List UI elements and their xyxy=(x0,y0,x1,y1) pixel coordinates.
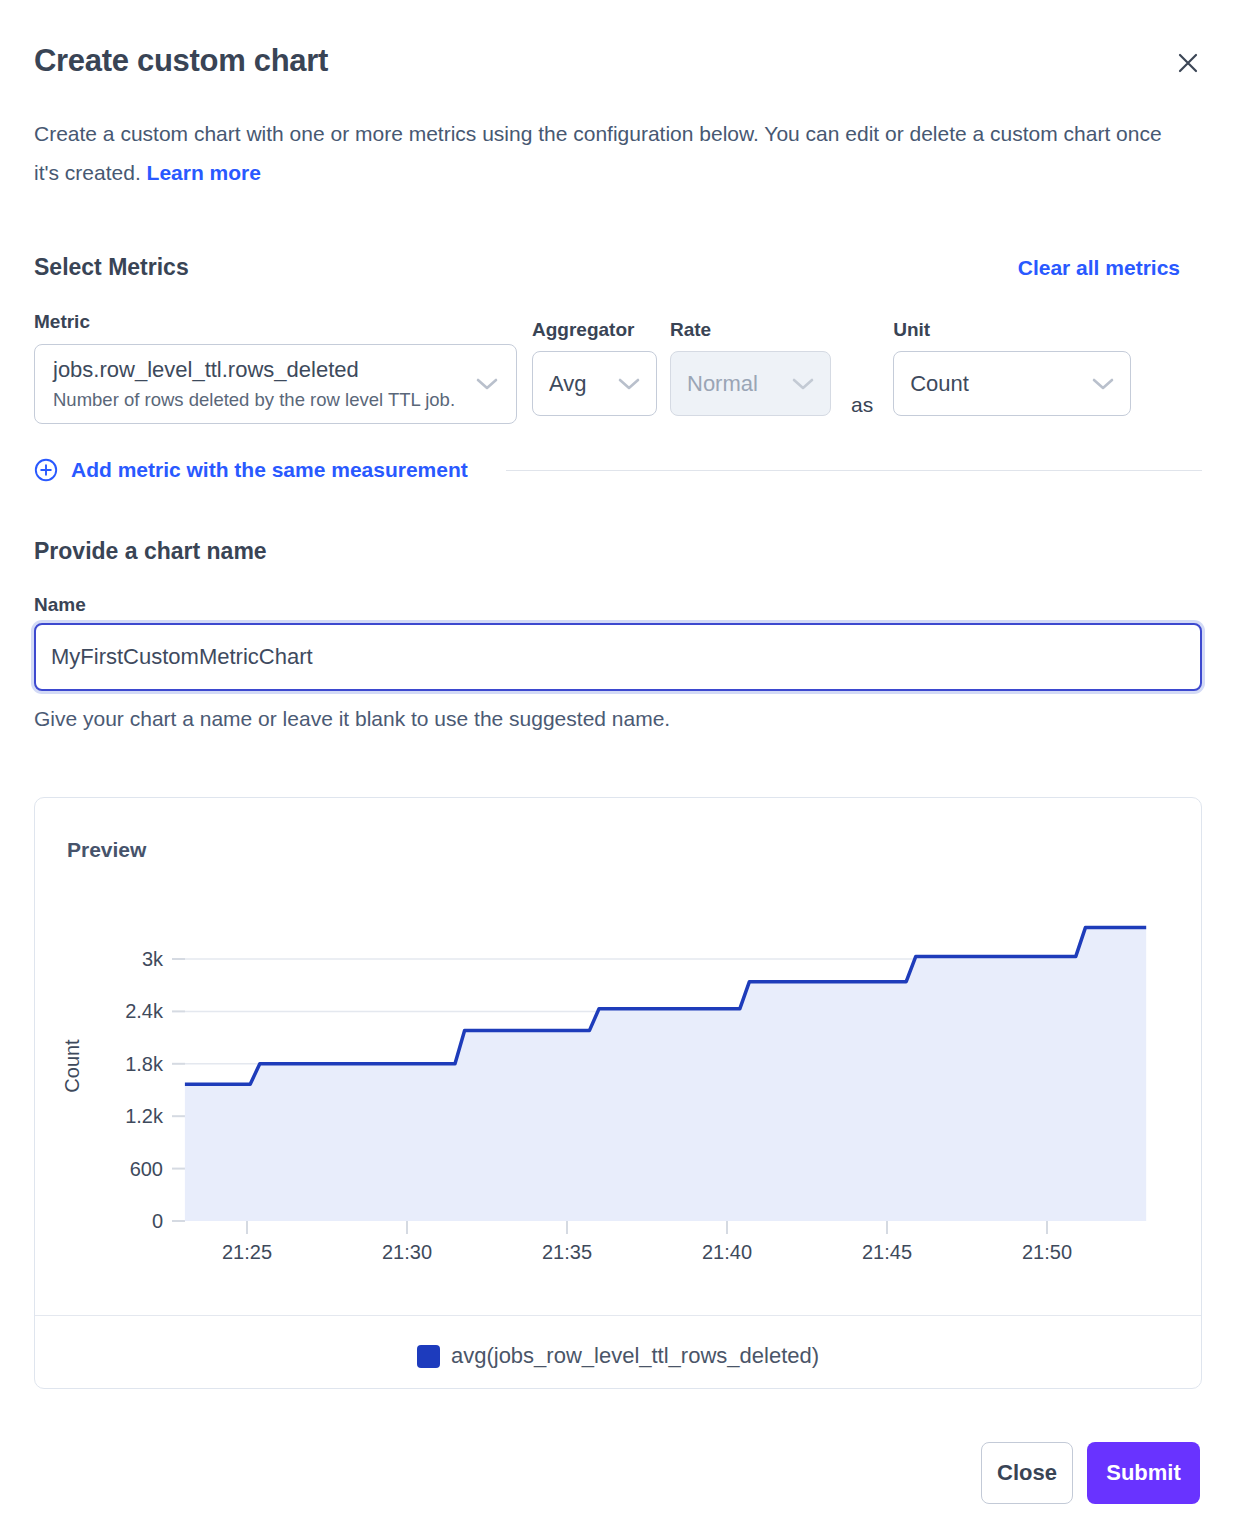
legend-label: avg(jobs_row_level_ttl_rows_deleted) xyxy=(451,1343,819,1369)
preview-chart: 0 600 1.2k 1.8k 2.4k 3k 21:25 21:30 21:35 21:40 21… xyxy=(35,865,1201,1271)
svg-text:Count: Count xyxy=(61,1039,83,1093)
svg-text:21:40: 21:40 xyxy=(702,1241,752,1263)
aggregator-label: Aggregator xyxy=(532,319,657,340)
dialog-title: Create custom chart xyxy=(34,44,328,78)
metric-select-description: Number of rows deleted by the row level … xyxy=(53,389,455,411)
aggregator-select[interactable]: Avg xyxy=(532,351,657,416)
svg-text:21:35: 21:35 xyxy=(542,1241,592,1263)
unit-select[interactable]: Count xyxy=(893,351,1131,416)
svg-text:21:30: 21:30 xyxy=(382,1241,432,1263)
unit-value: Count xyxy=(910,371,969,397)
description-line1: Create a custom chart with one or more m… xyxy=(34,122,1162,145)
svg-text:3k: 3k xyxy=(142,948,164,970)
learn-more-link[interactable]: Learn more xyxy=(147,161,261,184)
chevron-down-icon xyxy=(1092,378,1114,390)
metric-label: Metric xyxy=(34,311,517,332)
svg-text:1.8k: 1.8k xyxy=(125,1053,164,1075)
plus-circle-icon xyxy=(34,458,58,482)
chevron-down-icon xyxy=(618,378,640,390)
svg-text:1.2k: 1.2k xyxy=(125,1105,164,1127)
name-helper-text: Give your chart a name or leave it blank… xyxy=(34,707,1202,731)
preview-card: Preview 0 600 1.2k 1.8k 2.4k 3k 21:25 21:30 21:3… xyxy=(34,797,1202,1389)
select-metrics-heading: Select Metrics xyxy=(34,254,189,281)
metric-row: Metric jobs.row_level_ttl.rows_deleted N… xyxy=(34,311,1202,424)
metric-select-value: jobs.row_level_ttl.rows_deleted xyxy=(53,357,455,383)
submit-button[interactable]: Submit xyxy=(1087,1442,1200,1504)
rate-label: Rate xyxy=(670,319,831,340)
as-text: as xyxy=(851,393,873,424)
svg-text:2.4k: 2.4k xyxy=(125,1000,164,1022)
rate-select: Normal xyxy=(670,351,831,416)
dialog-description: Create a custom chart with one or more m… xyxy=(34,114,1202,192)
create-custom-chart-dialog: Create custom chart Create a custom char… xyxy=(0,44,1236,1504)
svg-text:21:45: 21:45 xyxy=(862,1241,912,1263)
name-label: Name xyxy=(34,594,1202,615)
unit-label: Unit xyxy=(893,319,1131,340)
close-button[interactable]: Close xyxy=(981,1442,1073,1504)
chart-name-input[interactable] xyxy=(34,623,1202,691)
chart-name-heading: Provide a chart name xyxy=(34,538,1202,565)
svg-text:0: 0 xyxy=(152,1210,163,1232)
metric-select[interactable]: jobs.row_level_ttl.rows_deleted Number o… xyxy=(34,344,517,424)
svg-text:600: 600 xyxy=(130,1158,163,1180)
aggregator-value: Avg xyxy=(549,371,587,397)
divider xyxy=(506,470,1202,471)
clear-all-metrics-link[interactable]: Clear all metrics xyxy=(1018,256,1202,280)
chevron-down-icon xyxy=(792,378,814,390)
preview-heading: Preview xyxy=(35,798,1201,862)
add-metric-link[interactable]: Add metric with the same measurement xyxy=(71,458,468,482)
rate-value: Normal xyxy=(687,371,758,397)
svg-text:21:50: 21:50 xyxy=(1022,1241,1072,1263)
chart-legend: avg(jobs_row_level_ttl_rows_deleted) xyxy=(35,1315,1201,1388)
svg-text:21:25: 21:25 xyxy=(222,1241,272,1263)
chevron-down-icon xyxy=(476,378,498,390)
description-line2: it's created. xyxy=(34,161,141,184)
legend-swatch xyxy=(417,1345,440,1368)
close-icon[interactable] xyxy=(1175,50,1201,79)
